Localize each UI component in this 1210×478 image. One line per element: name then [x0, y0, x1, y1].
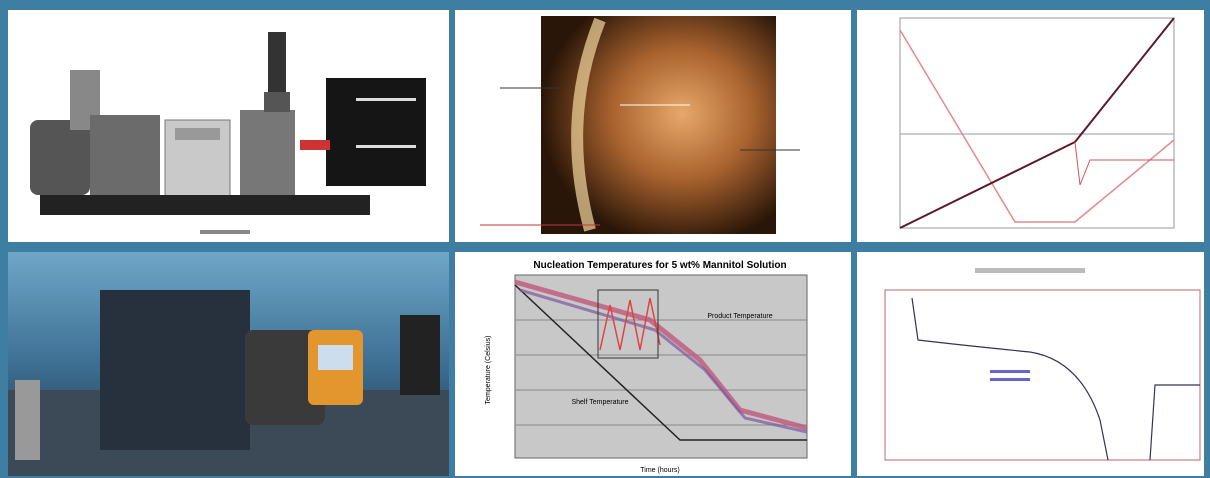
nucleation-chart-image: Nucleation Temperatures for 5 wt% Mannit…	[455, 252, 851, 476]
x-axis-label: Time (hours)	[640, 467, 679, 474]
annotation: Shelf Temperature	[571, 399, 628, 406]
y-axis-label: Temperature (Celsius)	[485, 336, 492, 405]
microscope-image	[455, 10, 851, 242]
lab-photo	[8, 252, 449, 476]
annotation: Product Temperature	[707, 313, 772, 320]
chart-title: Nucleation Temperatures for 5 wt% Mannit…	[533, 260, 786, 271]
curve-chart-image	[857, 252, 1204, 476]
instrument-photo	[8, 10, 449, 242]
temperature-chart-image	[857, 10, 1204, 242]
